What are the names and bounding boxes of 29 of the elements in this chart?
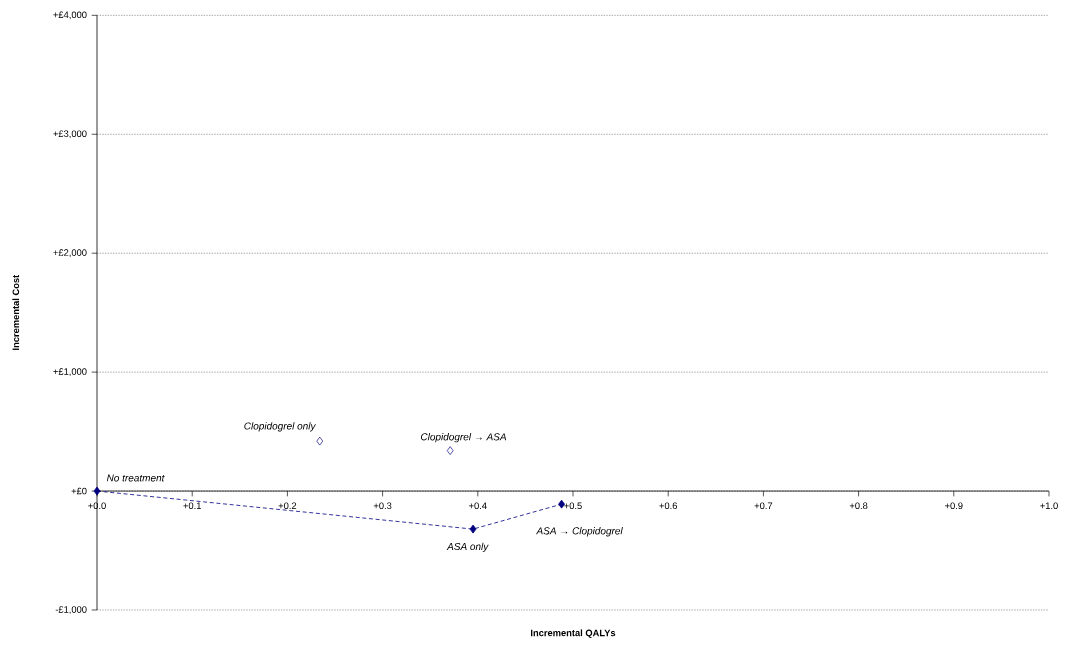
x-tick-label: +1.0 [1040,502,1058,510]
x-tick-label: +0.1 [183,502,201,510]
point [446,446,454,455]
y-tick-label: +£0 [71,487,87,495]
x-tick-label: +0.2 [278,502,297,510]
point [558,499,565,509]
annotation: ASA only [446,542,489,553]
annotation: Clopidogrel → ASA [421,433,507,443]
point [469,524,477,534]
y-tick-label: +£4,000 [53,11,87,20]
y-tick-label: +£1,000 [53,368,87,376]
y-tick-label: +£3,000 [53,130,87,139]
x-tick-label: +0.4 [469,502,487,510]
point [316,436,324,446]
x-axis-title: Incremental QALYs [531,629,616,638]
annotation: ASA → Clopidogrel [536,527,623,537]
x-tick-label: +0.6 [659,502,677,510]
y-tick-label: +£2,000 [53,249,87,258]
x-tick-label: +0.9 [945,502,963,510]
y-axis-title: Incremental Cost [12,274,20,350]
x-tick-label: +0.8 [849,502,868,510]
annotation: Clopidogrel only [244,422,316,432]
x-tick-label: +0.3 [373,502,392,510]
x-tick-label: +0.5 [564,502,582,510]
point [93,486,101,496]
annotation: No treatment [106,474,165,482]
x-tick-label: +0.7 [754,502,773,510]
y-tick-label: -£1,000 [55,606,87,614]
x-tick-label: +0.0 [88,502,106,510]
